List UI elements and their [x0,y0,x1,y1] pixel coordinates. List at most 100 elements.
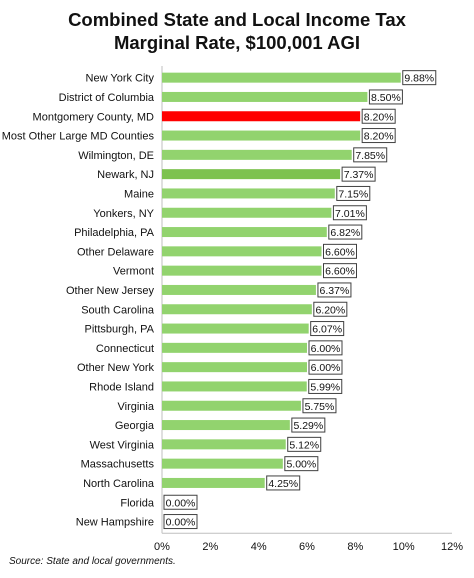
data-label: 6.00% [311,343,341,355]
x-tick-label: 0% [154,541,170,553]
data-label: 7.85% [355,150,385,162]
data-label-box [332,205,367,221]
data-label-box [302,398,337,414]
data-label: 8.20% [364,111,394,123]
category-label: Newark, NJ [97,169,154,181]
category-label: Pittsburgh, PA [85,324,155,336]
bar [162,246,322,257]
category-label: Most Other Large MD Counties [2,131,155,143]
category-label: Connecticut [96,343,154,355]
category-label: Other Delaware [77,246,154,258]
chart-title: Combined State and Local Income Tax Marg… [0,8,474,54]
bar [162,207,332,218]
data-label: 6.20% [315,304,345,316]
data-label: 6.82% [330,227,360,239]
data-label-box [323,243,357,259]
category-label: West Virginia [90,439,155,451]
data-label: 5.12% [289,439,319,451]
bar [162,342,307,353]
category-label: Florida [120,497,155,509]
bar [162,130,361,141]
category-label: New York City [86,73,155,85]
data-label: 0.00% [166,517,196,529]
data-label: 0.00% [166,497,196,509]
bar [162,227,327,238]
category-label: Other New Jersey [66,285,155,297]
data-label-box [341,166,376,182]
chart-title-line-2: Marginal Rate, $100,001 AGI [113,32,361,53]
chart-title-line-1: Combined State and Local Income Tax [68,9,406,30]
data-label-box [308,359,343,375]
bar [162,400,301,411]
data-label: 8.20% [364,131,394,143]
data-label: 7.15% [338,188,368,200]
x-tick-label: 8% [347,541,363,553]
data-label-box [163,514,198,530]
category-label: Yonkers, NY [93,208,154,220]
bar [162,265,322,276]
category-label: Philadelphia, PA [74,227,155,239]
category-label: Other New York [77,362,155,374]
data-label: 5.99% [310,381,340,393]
category-label: South Carolina [81,304,155,316]
category-label: Wilmington, DE [78,150,154,162]
category-label: Montgomery County, MD [33,111,155,123]
data-label-box [313,301,348,317]
bar [162,304,312,315]
data-label-box [287,436,322,452]
bar [162,169,341,180]
data-label: 6.07% [312,324,342,336]
x-tick-label: 10% [393,541,415,553]
x-tick-label: 12% [441,541,463,553]
category-label: Maine [124,188,154,200]
category-label: Massachusetts [81,459,155,471]
data-label: 6.60% [325,266,355,278]
category-label: Rhode Island [89,381,154,393]
data-label: 4.25% [268,478,298,490]
data-label: 6.60% [325,246,355,258]
bar [162,381,307,392]
data-label-box [361,128,396,144]
bar [162,477,265,488]
data-label-box [308,378,343,394]
data-label-box [163,494,198,510]
data-label-box [291,417,326,433]
bar [162,458,283,469]
bar [162,111,361,122]
data-label-box [353,147,388,163]
data-label: 6.00% [311,362,341,374]
data-label-box [328,224,363,240]
data-label: 7.37% [344,169,374,181]
bar [162,362,307,373]
x-tick-label: 4% [251,541,267,553]
bar [162,420,290,431]
category-label: Georgia [115,420,155,432]
bar [162,188,335,199]
category-label: District of Columbia [59,92,155,104]
data-label-box [266,475,301,491]
category-label: North Carolina [83,478,155,490]
data-label-box [368,89,403,105]
data-label-box [308,340,343,356]
bar [162,149,352,160]
data-label-box [336,185,371,201]
bar [162,284,316,295]
data-label: 7.01% [335,208,365,220]
data-label: 8.50% [371,92,401,104]
data-label-box [402,70,437,86]
x-tick-label: 2% [202,541,218,553]
bar [162,72,401,83]
bar [162,323,309,334]
data-label-box [310,321,345,337]
category-label: Vermont [113,266,154,278]
bar [162,439,286,450]
data-label: 6.37% [320,285,350,297]
category-label: New Hampshire [76,517,154,529]
data-label-box [323,263,357,279]
chart-source-note: Source: State and local governments. [9,556,176,567]
bar [162,91,368,102]
data-label-box [284,456,319,472]
data-label: 5.29% [293,420,323,432]
